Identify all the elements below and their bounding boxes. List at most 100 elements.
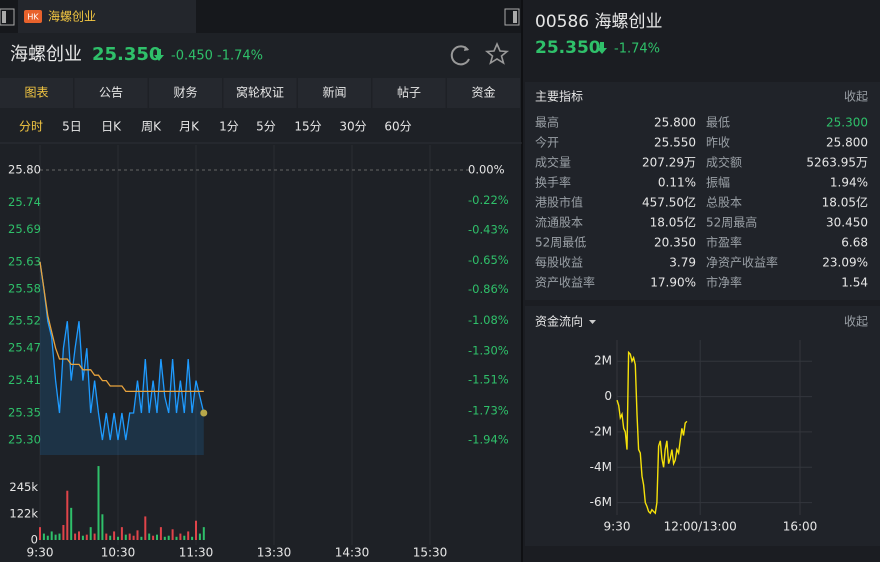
volume-bar (113, 531, 116, 540)
y-tick-label: 25.30 (8, 433, 41, 447)
side-change-pct: -1.74% (614, 42, 660, 57)
volume-bar (140, 536, 143, 540)
price-area (40, 261, 204, 455)
period-button[interactable]: 1分 (219, 120, 239, 134)
indicator-section (525, 82, 880, 300)
tab-button[interactable] (74, 78, 148, 108)
y2-tick-label: -1.51% (468, 373, 509, 387)
panel-icon[interactable] (0, 8, 15, 26)
collapse-button[interactable]: 收起 (844, 315, 868, 329)
stock-price: 25.350 (92, 44, 161, 65)
indicator-label: 成交额 (706, 155, 742, 170)
active-tab[interactable] (18, 0, 196, 33)
tab-title: 海螺创业 (48, 9, 96, 24)
volume-bar (195, 520, 197, 540)
indicator-label: 最低 (706, 116, 730, 130)
indicator-label: 市净率 (706, 275, 742, 290)
y2-tick-label: -0.65% (468, 253, 509, 267)
x-tick-label: 11:30 (179, 546, 214, 560)
period-button[interactable]: 周K (141, 120, 162, 134)
volume-bar (198, 533, 201, 540)
y-tick-label: 25.35 (8, 406, 41, 420)
indicator-label: 市盈率 (706, 235, 742, 250)
y2-tick-label: -1.30% (468, 343, 509, 357)
indicator-label: 换手率 (535, 175, 571, 190)
volume-bar (89, 527, 92, 540)
tab-button[interactable] (0, 78, 73, 108)
tab-button[interactable] (372, 78, 446, 108)
volume-bar (128, 533, 131, 540)
y-tick-label: 0 (604, 389, 612, 403)
indicator-label: 52周最低 (535, 236, 586, 250)
indicator-value: 30.450 (826, 216, 868, 230)
period-button[interactable]: 30分 (339, 120, 366, 134)
period-button[interactable]: 分时 (19, 120, 43, 134)
y-tick-label: -4M (590, 460, 612, 474)
indicator-label: 52周最高 (706, 215, 757, 230)
hk-badge-text: HK (27, 13, 39, 22)
indicator-value: 25.300 (826, 116, 868, 130)
side-price: 25.350 (535, 38, 601, 58)
x-tick-label: 12:00/13:00 (664, 520, 737, 534)
x-tick-label: 9:30 (604, 520, 631, 534)
tab-button[interactable] (447, 78, 520, 108)
volume-bar (191, 536, 194, 540)
indicator-value: 20.350 (654, 236, 696, 250)
y-tick-label: 25.47 (8, 341, 41, 355)
indicator-value: 6.68 (841, 236, 868, 250)
tab-button[interactable] (149, 78, 222, 108)
y-tick-label: 25.69 (8, 222, 41, 236)
indicator-value: 457.50亿 (642, 195, 696, 210)
dropdown-icon[interactable] (589, 320, 596, 324)
volume-bar (50, 531, 53, 540)
indicator-label: 流通股本 (535, 216, 583, 230)
star-icon[interactable] (484, 41, 510, 65)
volume-bar (120, 527, 123, 540)
indicator-label: 最高 (535, 115, 559, 130)
volume-bar (163, 536, 166, 540)
volume-bar (167, 535, 170, 540)
tab-button[interactable] (223, 78, 297, 108)
section-title: 资金流向 (535, 314, 583, 329)
indicator-value: 0.11% (658, 176, 696, 190)
volume-bar (78, 531, 80, 540)
indicator-label: 成交量 (535, 155, 571, 170)
period-button[interactable]: 日K (101, 120, 122, 134)
indicator-label: 净资产收益率 (706, 255, 778, 270)
period-button[interactable]: 15分 (294, 120, 321, 134)
volume-bar (156, 534, 158, 540)
price-line (39, 261, 204, 393)
volume-bar (132, 535, 135, 540)
last-point (200, 409, 208, 417)
indicator-value: 18.05亿 (822, 195, 868, 210)
indicator-value: 23.09% (822, 256, 868, 270)
refresh-icon-head (464, 46, 469, 51)
period-button[interactable]: 5分 (256, 120, 276, 134)
side-title: 00586 海螺创业 (535, 12, 662, 32)
volume-bar (81, 535, 84, 540)
y-tick-label: 25.41 (8, 373, 41, 387)
panel-icon[interactable] (504, 8, 520, 26)
y2-tick-label: -0.43% (468, 222, 509, 236)
y-tick-label: 2M (594, 354, 612, 368)
refresh-icon[interactable] (450, 45, 470, 66)
tab-button[interactable] (298, 78, 371, 108)
volume-bar (39, 527, 41, 540)
collapse-button[interactable]: 收起 (844, 90, 868, 104)
period-button[interactable]: 月K (179, 120, 200, 134)
tab-label: 图表 (24, 86, 48, 100)
volume-bar (62, 525, 65, 540)
y-tick-label: -6M (590, 495, 612, 509)
volume-bar (175, 536, 178, 540)
x-tick-label: 14:30 (335, 546, 370, 560)
y-tick-label: -2M (590, 424, 612, 438)
indicator-value: 5263.95万 (806, 156, 868, 170)
period-button[interactable]: 5日 (62, 120, 82, 134)
stock-name: 海螺创业 (10, 44, 82, 65)
volume-bar (124, 534, 127, 540)
period-button[interactable]: 60分 (384, 120, 411, 134)
volume-bar (117, 536, 119, 540)
x-tick-label: 10:30 (101, 546, 136, 560)
price-change-pct: -1.74% (217, 49, 263, 64)
